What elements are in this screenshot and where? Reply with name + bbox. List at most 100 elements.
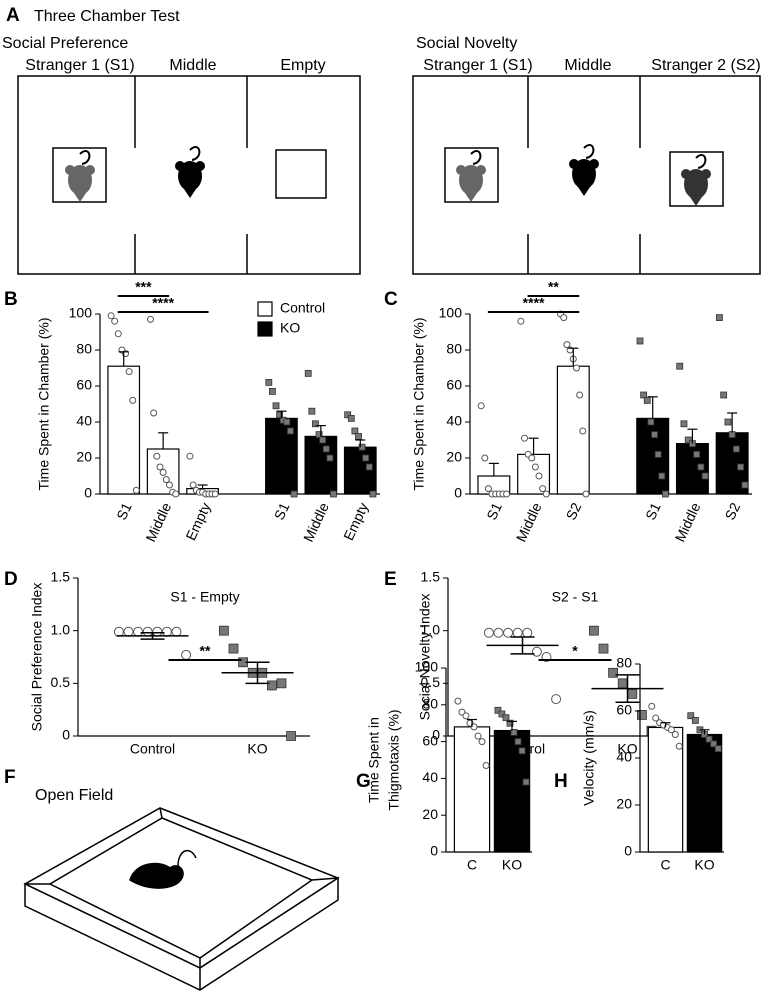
x-tick-label: Control [130, 741, 175, 757]
bar [636, 417, 670, 495]
y-tick-label: 0 [84, 485, 92, 501]
y-axis-label: Social Novelty Index [417, 594, 433, 721]
data-point [150, 409, 158, 417]
y-tick-label: 40 [422, 769, 438, 785]
data-point [189, 481, 197, 489]
data-point [315, 431, 323, 439]
data-point [697, 463, 705, 471]
data-point [522, 778, 530, 786]
data-point [171, 626, 182, 637]
data-point [133, 626, 144, 637]
panel-label: A [6, 5, 20, 26]
data-point [724, 418, 732, 426]
data-point [582, 490, 590, 498]
data-point [355, 432, 362, 440]
data-point [658, 472, 666, 480]
data-point [675, 742, 683, 750]
data-point [563, 341, 571, 349]
bar [453, 726, 491, 853]
data-point [276, 678, 287, 689]
data-point [522, 627, 533, 638]
data-point [304, 369, 312, 377]
x-tick-label: S1 [483, 500, 505, 522]
data-point [290, 490, 298, 498]
data-point [637, 710, 647, 720]
data-point [181, 649, 192, 660]
data-point [687, 712, 695, 720]
data-point [705, 735, 713, 743]
data-point [693, 450, 701, 458]
data-point [365, 463, 373, 471]
panel-label: E [384, 569, 397, 590]
data-point [351, 427, 359, 435]
legend-label: KO [280, 320, 300, 336]
data-point [531, 646, 542, 657]
y-tick-label: 80 [76, 341, 92, 357]
data-point [478, 738, 486, 746]
data-point [326, 454, 334, 462]
y-tick-label: 40 [616, 749, 632, 765]
x-tick-label: Middle [300, 500, 332, 544]
data-point [147, 315, 155, 323]
data-point [720, 391, 728, 399]
data-point [667, 726, 675, 734]
arena-diagram [412, 75, 761, 275]
y-axis-label: Thigmotaxis (%) [386, 709, 402, 810]
data-point [477, 402, 485, 410]
y-tick-label: 0 [432, 727, 440, 743]
y-tick-label: 100 [69, 305, 93, 321]
x-tick-label: S1 [642, 500, 664, 522]
data-point [503, 627, 514, 638]
data-point [322, 445, 330, 453]
y-tick-label: 0 [430, 843, 438, 859]
data-point [319, 436, 327, 444]
significance-label: * [572, 643, 578, 659]
data-point [643, 396, 651, 404]
panel-label: D [4, 569, 18, 590]
data-point [572, 364, 580, 372]
legend-label: Control [280, 300, 325, 316]
data-point [502, 714, 510, 722]
y-tick-label: 20 [616, 796, 632, 812]
data-point [680, 420, 688, 428]
data-point [165, 481, 173, 489]
data-point [531, 463, 539, 471]
data-point [684, 436, 692, 444]
data-point [512, 627, 523, 638]
y-tick-label: 60 [76, 377, 92, 393]
data-point [662, 490, 669, 498]
data-point [474, 732, 482, 740]
data-point [308, 407, 316, 415]
data-point [503, 490, 511, 498]
y-axis-label: Time Spent in Chamber (%) [36, 318, 52, 491]
data-point [369, 490, 377, 498]
bar [107, 365, 141, 495]
x-tick-label: Middle [672, 500, 704, 544]
y-tick-label: 0.5 [51, 674, 71, 690]
data-point [560, 314, 568, 322]
data-point [125, 368, 133, 376]
panel-label: B [4, 289, 18, 310]
data-point [542, 490, 550, 498]
data-point [107, 312, 115, 320]
x-tick-label: S2 [721, 500, 743, 522]
data-point [510, 729, 518, 736]
y-tick-label: 80 [446, 341, 462, 357]
y-tick-label: 0 [62, 727, 70, 743]
legend-swatch [257, 301, 273, 317]
y-tick-label: 80 [616, 655, 632, 671]
data-point [514, 738, 522, 745]
data-point [714, 745, 722, 752]
data-point [651, 431, 658, 439]
data-point [269, 387, 276, 395]
y-tick-label: 100 [415, 659, 439, 675]
y-tick-label: 20 [422, 806, 438, 822]
data-point [186, 452, 194, 460]
data-point [481, 454, 489, 462]
data-point [640, 391, 648, 399]
data-point [483, 627, 494, 638]
data-point [652, 714, 660, 722]
data-point [123, 626, 134, 637]
arena-title: Social Novelty [416, 35, 517, 52]
